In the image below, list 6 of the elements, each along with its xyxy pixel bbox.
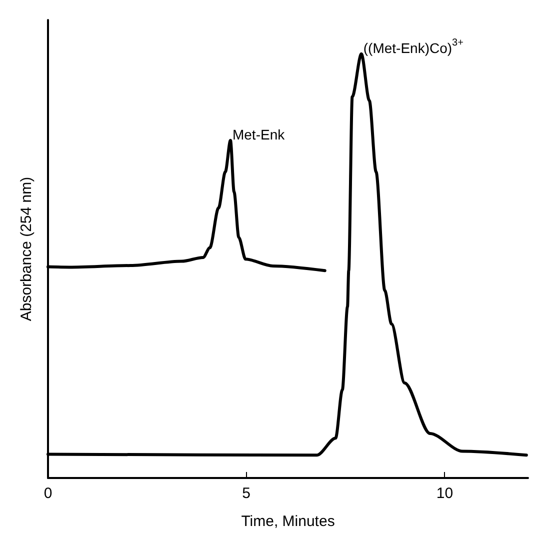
x-tick-label: 0 bbox=[44, 485, 52, 502]
y-axis-title: Absorbance (254 nm) bbox=[18, 176, 35, 322]
x-tick-label: 10 bbox=[436, 485, 454, 502]
x-axis-title: Time, Minutes bbox=[241, 513, 335, 530]
annotation: Met-Enk bbox=[232, 126, 286, 142]
x-tick-label: 5 bbox=[242, 485, 251, 502]
